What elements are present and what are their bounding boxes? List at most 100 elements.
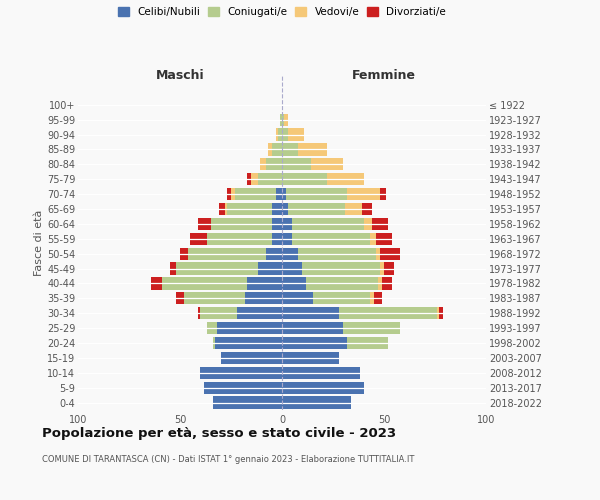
- Bar: [235, 188, 276, 200]
- Bar: [266, 248, 282, 260]
- Bar: [282, 232, 292, 245]
- Bar: [288, 128, 304, 140]
- Bar: [227, 188, 231, 200]
- Bar: [286, 188, 347, 200]
- Bar: [282, 307, 339, 320]
- Bar: [282, 218, 292, 230]
- Bar: [247, 173, 251, 186]
- Bar: [327, 173, 364, 186]
- Bar: [161, 278, 247, 289]
- Bar: [231, 188, 235, 200]
- Bar: [370, 232, 376, 245]
- Bar: [280, 114, 282, 126]
- Bar: [378, 278, 382, 289]
- Bar: [282, 262, 302, 274]
- Bar: [188, 248, 266, 260]
- Bar: [339, 307, 437, 320]
- Bar: [272, 203, 282, 215]
- Bar: [206, 232, 272, 245]
- Bar: [298, 248, 376, 260]
- Bar: [282, 144, 298, 156]
- Bar: [176, 292, 184, 304]
- Bar: [282, 382, 364, 394]
- Bar: [439, 307, 443, 320]
- Bar: [292, 218, 364, 230]
- Bar: [370, 292, 374, 304]
- Bar: [211, 218, 272, 230]
- Bar: [176, 262, 257, 274]
- Bar: [282, 292, 313, 304]
- Bar: [251, 173, 257, 186]
- Bar: [199, 307, 200, 320]
- Bar: [276, 188, 282, 200]
- Bar: [380, 248, 400, 260]
- Bar: [278, 128, 282, 140]
- Bar: [205, 382, 282, 394]
- Bar: [170, 262, 176, 274]
- Y-axis label: Fasce di età: Fasce di età: [34, 210, 44, 276]
- Bar: [282, 173, 327, 186]
- Bar: [272, 144, 282, 156]
- Bar: [284, 114, 288, 126]
- Bar: [245, 292, 282, 304]
- Bar: [260, 158, 266, 170]
- Bar: [282, 248, 298, 260]
- Text: Femmine: Femmine: [352, 68, 416, 82]
- Bar: [282, 322, 343, 334]
- Legend: Celibi/Nubili, Coniugati/e, Vedovi/e, Divorziati/e: Celibi/Nubili, Coniugati/e, Vedovi/e, Di…: [113, 2, 451, 21]
- Bar: [266, 158, 282, 170]
- Bar: [380, 188, 386, 200]
- Bar: [151, 278, 161, 289]
- Bar: [282, 158, 311, 170]
- Bar: [268, 144, 272, 156]
- Bar: [372, 218, 388, 230]
- Bar: [282, 366, 359, 379]
- Bar: [362, 203, 372, 215]
- Bar: [374, 292, 382, 304]
- Bar: [292, 232, 370, 245]
- Bar: [437, 307, 439, 320]
- Bar: [200, 307, 237, 320]
- Bar: [282, 337, 347, 349]
- Bar: [282, 396, 352, 408]
- Bar: [282, 278, 307, 289]
- Bar: [200, 366, 282, 379]
- Bar: [302, 262, 380, 274]
- Bar: [282, 128, 288, 140]
- Bar: [199, 218, 211, 230]
- Bar: [288, 203, 345, 215]
- Bar: [276, 128, 278, 140]
- Y-axis label: Anni di nascita: Anni di nascita: [598, 201, 600, 284]
- Bar: [307, 278, 378, 289]
- Bar: [298, 144, 327, 156]
- Bar: [313, 292, 370, 304]
- Bar: [382, 278, 392, 289]
- Bar: [217, 322, 282, 334]
- Bar: [345, 203, 362, 215]
- Bar: [380, 262, 384, 274]
- Bar: [184, 292, 245, 304]
- Bar: [180, 248, 188, 260]
- Bar: [221, 352, 282, 364]
- Bar: [282, 203, 288, 215]
- Bar: [206, 322, 217, 334]
- Bar: [364, 218, 372, 230]
- Bar: [247, 278, 282, 289]
- Bar: [347, 337, 388, 349]
- Text: Maschi: Maschi: [155, 68, 205, 82]
- Bar: [376, 232, 392, 245]
- Bar: [215, 337, 282, 349]
- Bar: [257, 262, 282, 274]
- Bar: [376, 248, 380, 260]
- Bar: [347, 188, 380, 200]
- Text: Popolazione per età, sesso e stato civile - 2023: Popolazione per età, sesso e stato civil…: [42, 428, 396, 440]
- Bar: [272, 218, 282, 230]
- Bar: [257, 173, 282, 186]
- Bar: [225, 203, 227, 215]
- Bar: [311, 158, 343, 170]
- Bar: [282, 114, 284, 126]
- Bar: [190, 232, 206, 245]
- Bar: [282, 188, 286, 200]
- Bar: [237, 307, 282, 320]
- Bar: [212, 396, 282, 408]
